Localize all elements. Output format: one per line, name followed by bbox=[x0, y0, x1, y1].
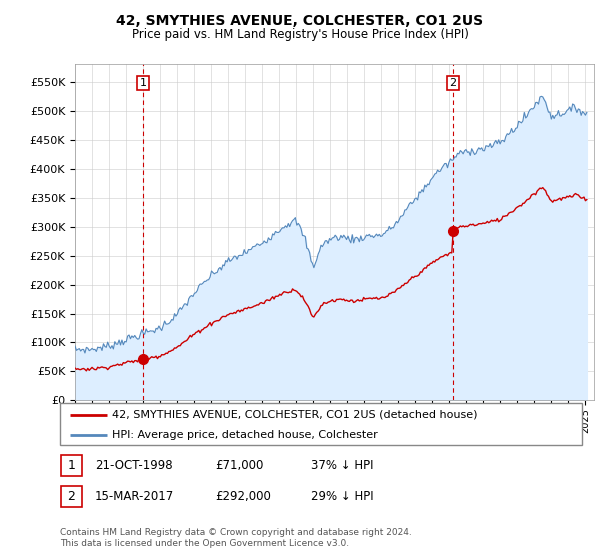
Text: £71,000: £71,000 bbox=[215, 459, 263, 472]
FancyBboxPatch shape bbox=[61, 486, 82, 507]
Text: £292,000: £292,000 bbox=[215, 489, 271, 503]
FancyBboxPatch shape bbox=[61, 455, 82, 476]
Text: 42, SMYTHIES AVENUE, COLCHESTER, CO1 2US (detached house): 42, SMYTHIES AVENUE, COLCHESTER, CO1 2US… bbox=[112, 410, 478, 420]
Text: 2: 2 bbox=[67, 489, 76, 503]
Text: HPI: Average price, detached house, Colchester: HPI: Average price, detached house, Colc… bbox=[112, 430, 378, 440]
Text: 37% ↓ HPI: 37% ↓ HPI bbox=[311, 459, 373, 472]
Text: 42, SMYTHIES AVENUE, COLCHESTER, CO1 2US: 42, SMYTHIES AVENUE, COLCHESTER, CO1 2US bbox=[116, 14, 484, 28]
Text: Price paid vs. HM Land Registry's House Price Index (HPI): Price paid vs. HM Land Registry's House … bbox=[131, 28, 469, 41]
FancyBboxPatch shape bbox=[60, 403, 582, 445]
Text: 29% ↓ HPI: 29% ↓ HPI bbox=[311, 489, 373, 503]
Text: 2: 2 bbox=[449, 78, 457, 88]
Text: 21-OCT-1998: 21-OCT-1998 bbox=[95, 459, 172, 472]
Text: 1: 1 bbox=[140, 78, 146, 88]
Text: 1: 1 bbox=[67, 459, 76, 472]
Text: 15-MAR-2017: 15-MAR-2017 bbox=[95, 489, 174, 503]
Text: Contains HM Land Registry data © Crown copyright and database right 2024.
This d: Contains HM Land Registry data © Crown c… bbox=[60, 528, 412, 548]
